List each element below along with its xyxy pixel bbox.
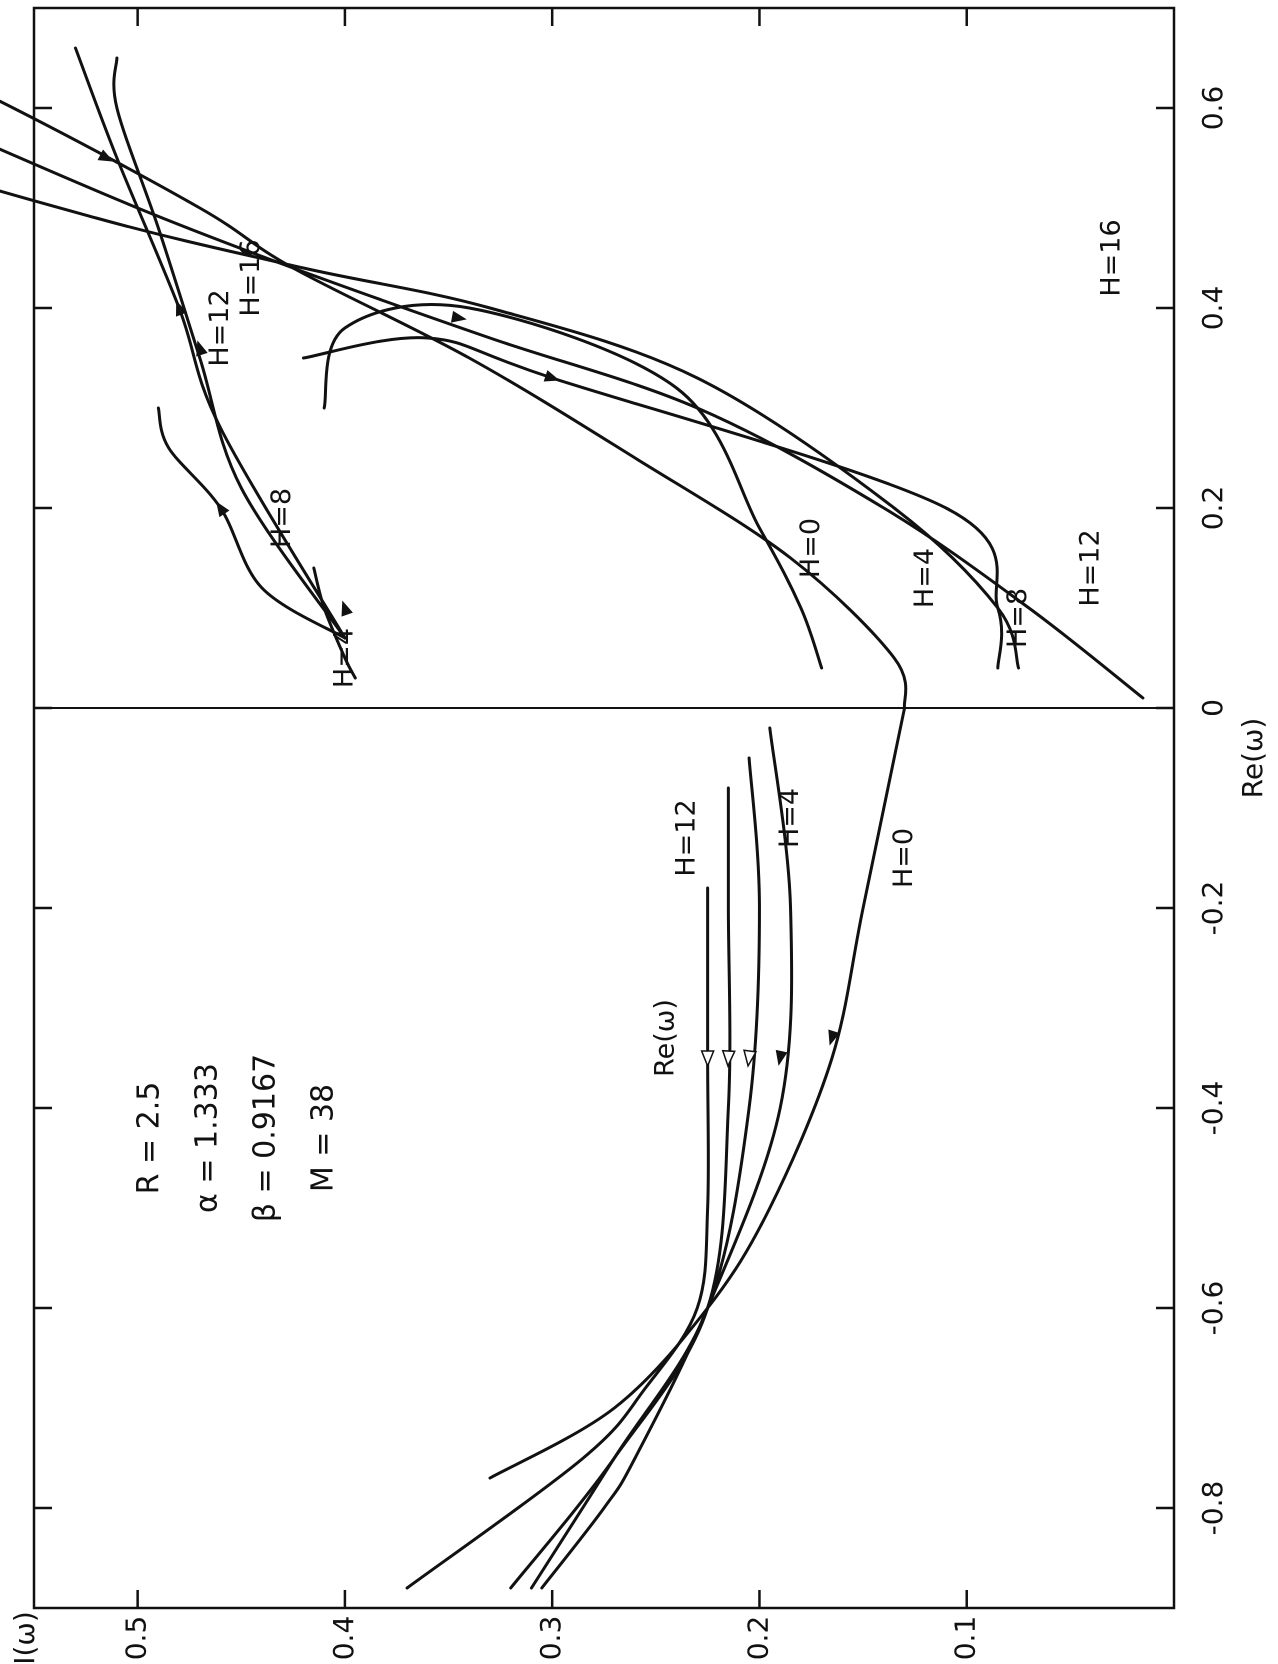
series-curve-right-h16 — [322, 303, 824, 670]
x-tick-label: 0 — [1196, 699, 1229, 717]
curve-label: H=12 — [670, 799, 701, 876]
y-ticks: 0.1 0.2 0.3 0.4 0.5 — [120, 8, 982, 1660]
curves — [0, 46, 1145, 1590]
series-curve-right-h4 — [0, 147, 1145, 700]
curve-label: H=4 — [909, 548, 940, 608]
arrow-marker — [543, 370, 560, 382]
arrow-marker — [700, 1050, 715, 1069]
arrow-marker — [175, 300, 188, 317]
curve-label: H=8 — [266, 488, 297, 548]
curve-label: H=12 — [1075, 529, 1106, 606]
x-tick-label: 0.4 — [1196, 286, 1229, 331]
annotations: H=16H=12H=8H=4H=0 H=4H=8H=12H=16H=0H=4H=1… — [204, 219, 1126, 1077]
parameter-block: R = 2.5 α = 1.333 β = 0.9167 M = 38 — [132, 1054, 341, 1222]
series-curve-left-h4 — [540, 726, 794, 1590]
series-curve-left-h16 — [405, 886, 710, 1590]
series-curve-left-h12 — [509, 786, 732, 1590]
param-alpha: α = 1.333 — [190, 1063, 225, 1213]
x-ticks: -0.8 -0.6 -0.4 -0.2 0 0.2 0.4 0.6 — [34, 86, 1229, 1536]
param-beta: β = 0.9167 — [248, 1054, 283, 1222]
series-curve-right-upper-h12 — [112, 56, 347, 640]
curve-label: H=16 — [235, 239, 266, 316]
y-tick-label: 0.1 — [949, 1616, 982, 1661]
series-curve-right-upper-h4 — [312, 566, 357, 680]
curve-label: H=4 — [328, 628, 359, 688]
curve-label: H=0 — [888, 828, 919, 888]
series-curve-right-h8 — [0, 189, 1021, 670]
x-tick-label: 0.2 — [1196, 486, 1229, 531]
x-tick-label: -0.2 — [1196, 881, 1229, 936]
arrow-marker — [450, 310, 467, 323]
curve-label: Re(ω) — [650, 999, 681, 1077]
y-axis-label: I(ω) — [8, 1611, 41, 1664]
curve-label: H=4 — [774, 788, 805, 848]
arrow-marker — [216, 501, 230, 518]
curve-label: H=12 — [204, 289, 235, 366]
param-r: R = 2.5 — [132, 1082, 167, 1195]
arrow-marker — [196, 340, 208, 357]
y-tick-label: 0.2 — [741, 1616, 774, 1661]
series-curve-right-h12 — [301, 336, 1004, 670]
x-tick-label: -0.4 — [1196, 1081, 1229, 1136]
x-tick-label: -0.6 — [1196, 1281, 1229, 1336]
x-axis-label: Re(ω) — [1236, 718, 1269, 799]
arrow-marker — [97, 149, 114, 162]
plot-root: -0.8-0.6-0.4-0.200.20.40.6 0.10.20.30.40… — [0, 6, 1269, 1664]
arrow-marker — [775, 1049, 788, 1066]
y-tick-label: 0.5 — [120, 1616, 153, 1661]
series-curve-right-upper-h16 — [73, 46, 347, 640]
x-tick-label: -0.8 — [1196, 1481, 1229, 1536]
arrow-marker — [743, 1049, 758, 1068]
curve-label: H=0 — [795, 518, 826, 578]
x-tick-label: 0.6 — [1196, 86, 1229, 131]
y-tick-label: 0.4 — [327, 1616, 360, 1661]
series-curve-right-h0 — [0, 99, 908, 710]
y-tick-label: 0.3 — [534, 1616, 567, 1661]
arrow-marker — [721, 1049, 736, 1069]
curve-label: H=8 — [1002, 588, 1033, 648]
plot-frame — [32, 6, 1176, 1610]
curve-label: H=16 — [1095, 219, 1126, 296]
series-curve-left-h0 — [488, 706, 907, 1480]
series-curve-right-upper-h8 — [156, 406, 347, 640]
param-m: M = 38 — [306, 1084, 341, 1192]
arrow-marker — [828, 1029, 840, 1046]
arrow-marker — [341, 600, 353, 617]
